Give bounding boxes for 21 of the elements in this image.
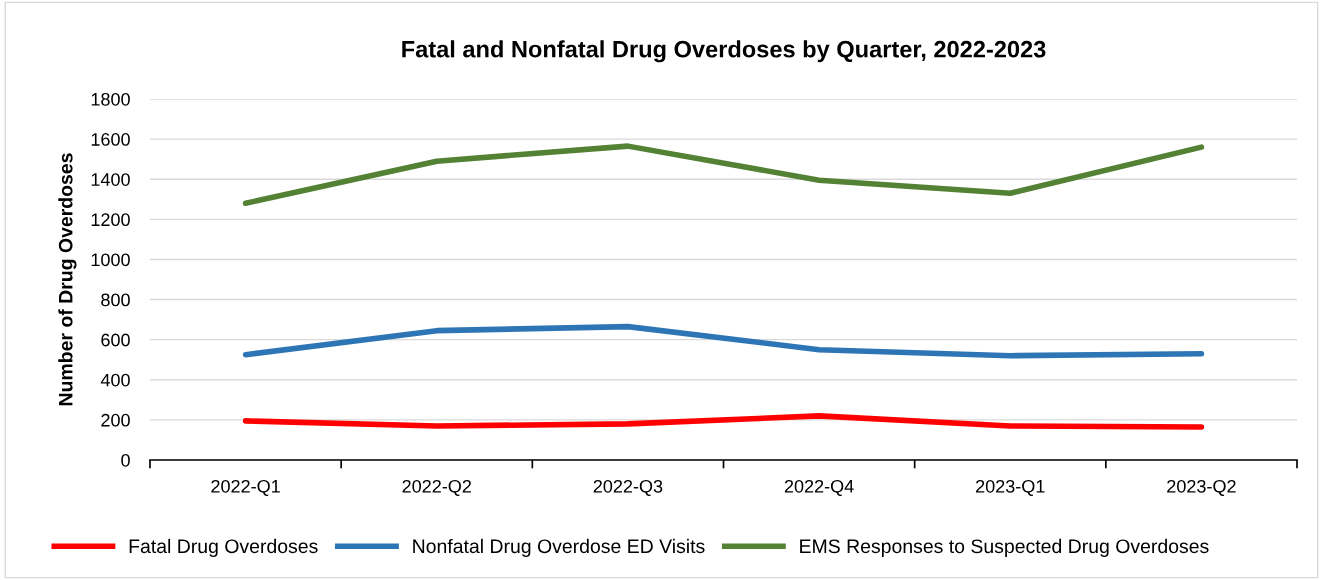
y-tick-label: 600 [101, 333, 130, 347]
y-tick-label: 1400 [91, 173, 130, 186]
x-tick-label: 2022-Q1 [211, 479, 280, 496]
y-tick-label: 200 [101, 413, 130, 427]
x-tick-label: 2022-Q4 [784, 479, 854, 496]
x-tick-label: 2023-Q1 [976, 479, 1045, 496]
y-tick-label: 400 [100, 373, 130, 387]
y-axis-title: Number of Drug Overdoses [58, 153, 77, 406]
x-tick-label: 2022-Q2 [402, 479, 471, 496]
y-tick-label: 1000 [91, 253, 130, 267]
chart-title: Fatal and Nonfatal Drug Overdoses by Quarter, 2022-2023 [402, 40, 1046, 63]
y-tick-label: 800 [101, 293, 130, 307]
y-tick-label: 1200 [91, 213, 130, 227]
y-tick-label: 0 [121, 453, 130, 467]
y-tick-label: 1800 [91, 92, 130, 106]
legend-label: Nonfatal Drug Overdose ED Visits [413, 538, 705, 557]
legend-label: EMS Responses to Suspected Drug Overdoses [800, 538, 1209, 557]
legend-label: Fatal Drug Overdoses [129, 538, 318, 557]
x-tick-label: 2023-Q2 [1167, 479, 1236, 496]
x-tick-label: 2022-Q3 [593, 479, 663, 496]
y-tick-label: 1600 [91, 133, 130, 146]
